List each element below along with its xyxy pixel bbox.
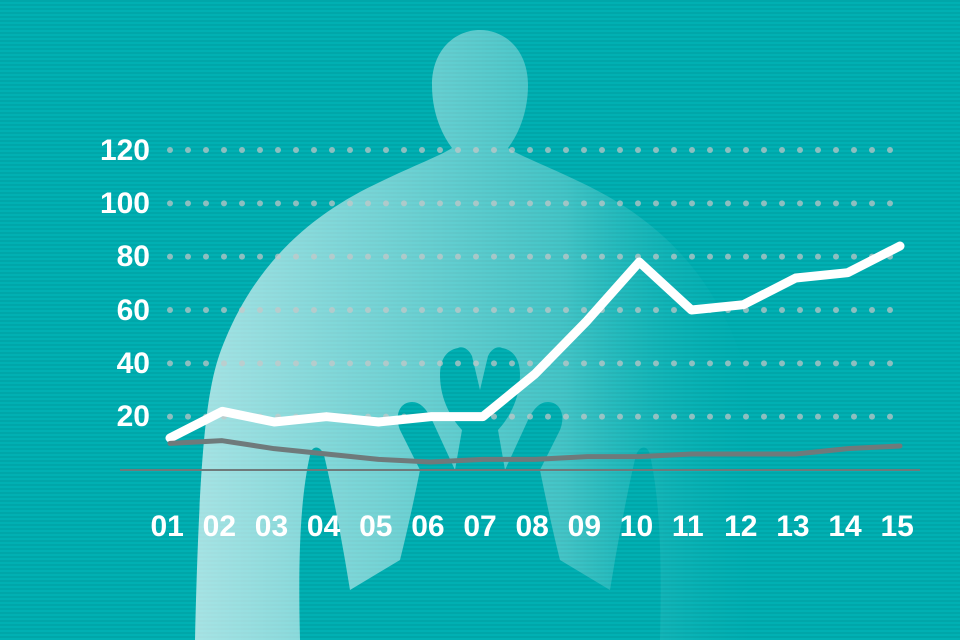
series-gray-line [170, 441, 900, 462]
y-tick-label: 120 [100, 134, 150, 168]
x-tick-label: 12 [724, 510, 757, 544]
x-tick-label: 13 [776, 510, 809, 544]
x-tick-label: 01 [151, 510, 184, 544]
x-tick-label: 07 [463, 510, 496, 544]
x-tick-label: 03 [255, 510, 288, 544]
y-tick-label: 100 [100, 187, 150, 221]
y-tick-label: 20 [117, 400, 150, 434]
x-tick-label: 04 [307, 510, 340, 544]
x-tick-label: 11 [672, 510, 704, 544]
series-white-line [170, 246, 900, 438]
x-tick-label: 05 [359, 510, 392, 544]
chart-stage: 20 40 60 80 100 120 01 02 03 04 05 06 07 08 09 10 11 12 13… [0, 0, 960, 640]
y-tick-label: 60 [117, 294, 150, 328]
x-tick-label: 09 [568, 510, 601, 544]
x-tick-label: 10 [620, 510, 653, 544]
x-tick-label: 08 [516, 510, 549, 544]
x-tick-label: 14 [828, 510, 861, 544]
y-tick-label: 40 [117, 347, 150, 381]
y-tick-label: 80 [117, 240, 150, 274]
x-tick-label: 15 [881, 510, 914, 544]
x-tick-label: 02 [203, 510, 236, 544]
x-tick-label: 06 [411, 510, 444, 544]
